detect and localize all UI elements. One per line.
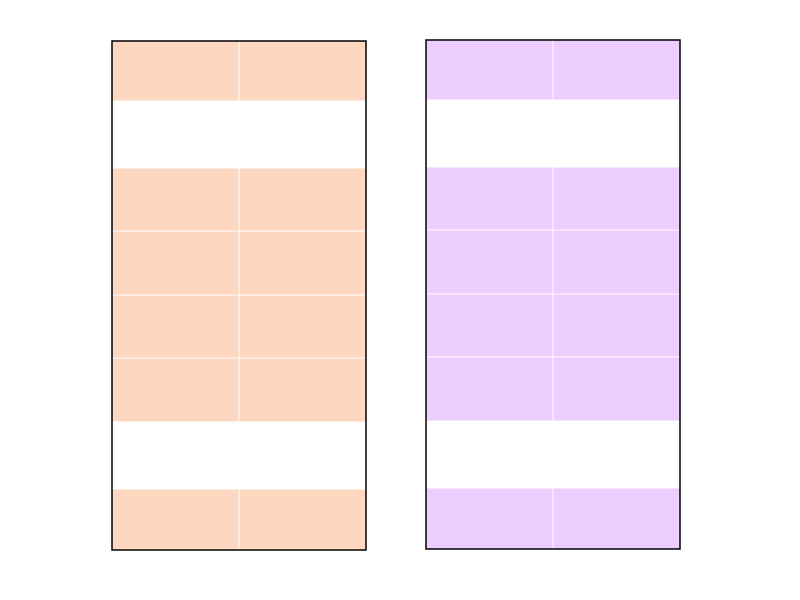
cell xyxy=(238,488,367,551)
cell xyxy=(111,40,240,102)
cell xyxy=(111,167,240,232)
cell xyxy=(238,357,367,423)
cell xyxy=(425,229,554,295)
cell xyxy=(552,39,681,101)
cell xyxy=(552,229,681,295)
cell xyxy=(425,39,554,101)
cell xyxy=(111,294,240,359)
cell xyxy=(111,488,240,551)
cell xyxy=(238,230,367,296)
cell xyxy=(425,356,554,422)
panel-border xyxy=(425,39,681,550)
cell xyxy=(552,356,681,422)
cell xyxy=(425,166,554,231)
cell xyxy=(111,357,240,423)
panel-border xyxy=(111,40,367,551)
cell xyxy=(425,487,554,550)
cell xyxy=(238,294,367,359)
cell xyxy=(552,166,681,231)
cell xyxy=(552,293,681,358)
cell xyxy=(425,293,554,358)
cell xyxy=(552,487,681,550)
cell xyxy=(238,40,367,102)
cell xyxy=(111,230,240,296)
cell xyxy=(238,167,367,232)
